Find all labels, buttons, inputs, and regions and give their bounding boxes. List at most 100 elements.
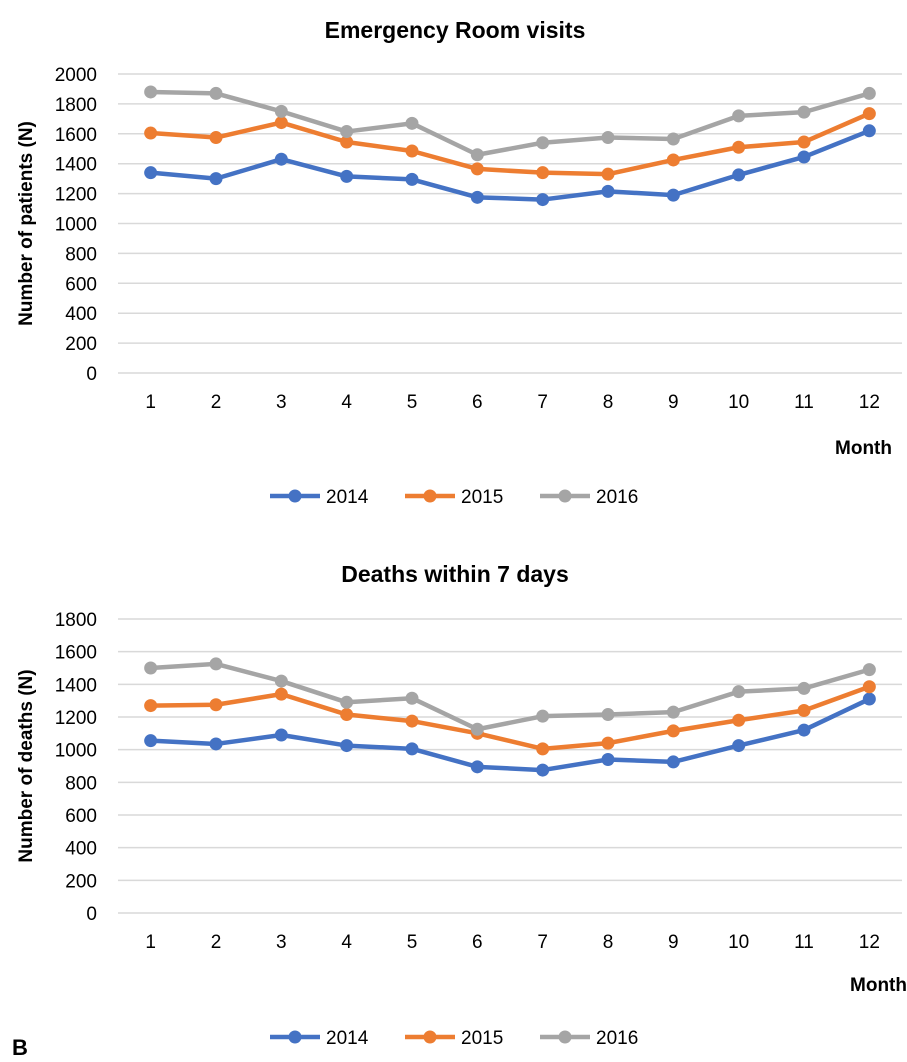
y-tick-label: 400 (65, 839, 97, 860)
data-point-2016 (797, 105, 811, 119)
data-point-2016 (601, 708, 615, 722)
data-point-2016 (601, 131, 615, 145)
data-point-2015 (340, 708, 354, 722)
y-tick-label: 1800 (55, 610, 97, 631)
data-point-2014 (797, 723, 811, 737)
data-point-2016 (274, 674, 288, 688)
data-point-2014 (470, 760, 484, 774)
data-point-2015 (732, 140, 746, 154)
data-point-2014 (144, 166, 158, 180)
data-point-2014 (209, 737, 223, 751)
legend-marker-2015 (423, 1030, 437, 1044)
data-point-2014 (862, 124, 876, 138)
x-tick-label: 8 (603, 392, 614, 413)
data-point-2014 (536, 193, 550, 207)
x-tick-label: 1 (145, 392, 156, 413)
data-point-2016 (144, 85, 158, 99)
data-point-2016 (666, 705, 680, 719)
data-point-2016 (405, 691, 419, 705)
x-tick-label: 11 (794, 932, 814, 953)
legend-marker-2014 (288, 489, 302, 503)
data-point-2014 (144, 734, 158, 748)
legend-marker-2016 (558, 1030, 572, 1044)
data-point-2015 (666, 153, 680, 167)
data-point-2016 (732, 109, 746, 123)
y-tick-label: 1000 (55, 215, 97, 236)
data-point-2016 (209, 86, 223, 100)
legend-label: 2014 (326, 1028, 369, 1049)
data-point-2015 (274, 687, 288, 701)
data-point-2015 (274, 116, 288, 130)
y-tick-label: 1600 (55, 643, 97, 664)
data-point-2014 (732, 168, 746, 182)
data-point-2015 (405, 144, 419, 158)
y-tick-label: 400 (65, 304, 97, 325)
data-point-2014 (274, 152, 288, 166)
x-axis-title: Month (835, 438, 892, 459)
data-point-2016 (862, 86, 876, 100)
legend-marker-2014 (288, 1030, 302, 1044)
data-point-2014 (732, 739, 746, 753)
data-point-2016 (340, 695, 354, 709)
data-point-2016 (144, 661, 158, 675)
x-tick-label: 3 (276, 932, 287, 953)
data-point-2015 (405, 714, 419, 728)
x-tick-label: 7 (537, 392, 548, 413)
y-tick-label: 800 (65, 773, 97, 794)
chart-title: Deaths within 7 days (341, 561, 569, 587)
data-point-2014 (340, 739, 354, 753)
data-point-2015 (862, 107, 876, 121)
y-tick-label: 0 (86, 364, 97, 385)
y-tick-label: 0 (86, 904, 97, 925)
x-tick-label: 5 (407, 392, 418, 413)
data-point-2015 (209, 131, 223, 145)
data-point-2014 (405, 172, 419, 186)
chart-2: Deaths within 7 days02004006008001000120… (16, 561, 907, 1049)
data-point-2015 (797, 135, 811, 149)
data-point-2016 (862, 663, 876, 677)
series-line-2014 (150, 697, 871, 773)
y-axis-title: Number of patients (N) (16, 121, 37, 326)
data-point-2015 (470, 162, 484, 176)
x-tick-label: 10 (728, 932, 749, 953)
x-tick-label: 3 (276, 392, 287, 413)
x-tick-label: 5 (407, 932, 418, 953)
x-tick-label: 10 (728, 392, 749, 413)
data-point-2014 (601, 184, 615, 198)
data-point-2015 (666, 724, 680, 738)
chart-1: Emergency Room visits0200400600800100012… (16, 17, 902, 508)
data-point-2014 (601, 752, 615, 766)
x-tick-label: 1 (145, 932, 156, 953)
legend-label: 2016 (596, 1028, 638, 1049)
data-point-2014 (536, 763, 550, 777)
data-point-2015 (144, 126, 158, 140)
y-tick-label: 200 (65, 334, 97, 355)
x-tick-label: 4 (341, 932, 352, 953)
data-point-2016 (470, 148, 484, 162)
y-tick-label: 1600 (55, 125, 97, 146)
data-point-2015 (732, 713, 746, 727)
series-line-2016 (150, 89, 870, 157)
y-tick-label: 200 (65, 871, 97, 892)
data-point-2014 (274, 728, 288, 742)
x-tick-label: 2 (211, 392, 222, 413)
data-point-2016 (405, 116, 419, 130)
data-point-2015 (536, 166, 550, 180)
legend-label: 2016 (596, 487, 638, 508)
x-tick-label: 12 (859, 932, 880, 953)
x-axis-title: Month (850, 975, 907, 996)
y-tick-label: 1400 (55, 675, 97, 696)
x-tick-label: 6 (472, 932, 483, 953)
x-tick-label: 8 (603, 932, 614, 953)
y-tick-label: 1400 (55, 155, 97, 176)
panel-label: B (12, 1035, 28, 1060)
data-point-2014 (340, 169, 354, 183)
data-point-2014 (470, 190, 484, 204)
data-point-2016 (536, 709, 550, 723)
data-point-2016 (666, 132, 680, 146)
data-point-2015 (862, 680, 876, 694)
y-tick-label: 2000 (55, 65, 97, 86)
legend-marker-2016 (558, 489, 572, 503)
data-point-2014 (666, 188, 680, 202)
